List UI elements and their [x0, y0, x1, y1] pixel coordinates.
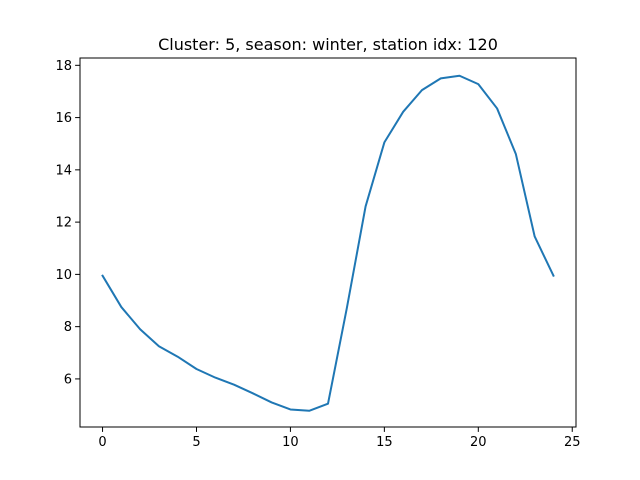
y-tick-label: 14 [55, 163, 72, 178]
x-tick-label: 5 [192, 435, 200, 450]
y-tick-label: 18 [55, 59, 72, 74]
y-tick-label: 12 [55, 216, 72, 231]
y-tick-label: 8 [64, 320, 72, 335]
y-tick-label: 6 [64, 372, 72, 387]
x-tick-label: 0 [98, 435, 106, 450]
x-tick-label: 25 [564, 435, 581, 450]
axes-frame [79, 57, 577, 428]
y-tick-label: 16 [55, 111, 72, 126]
x-tick-label: 10 [282, 435, 299, 450]
chart-title: Cluster: 5, season: winter, station idx:… [158, 35, 498, 54]
x-tick-label: 20 [470, 435, 487, 450]
axes-ticks: 0 5 10 15 20 25 6 8 10 12 14 16 18 [55, 59, 580, 450]
plot-area [101, 74, 555, 412]
series-line [101, 74, 555, 412]
y-tick-label: 10 [55, 268, 72, 283]
x-tick-label: 15 [376, 435, 393, 450]
